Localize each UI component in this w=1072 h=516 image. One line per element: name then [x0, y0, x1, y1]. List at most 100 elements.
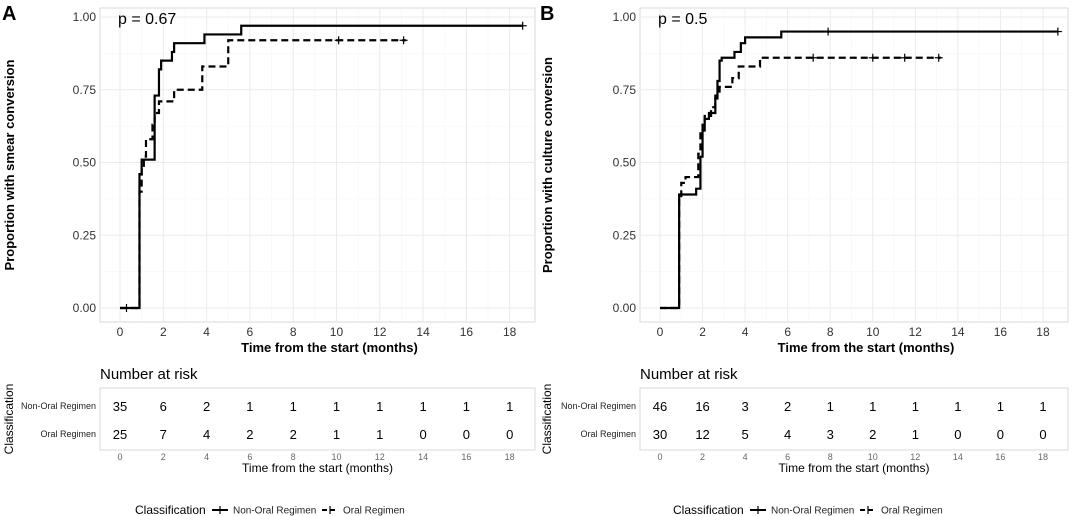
panel-a-x-tick-label: 0 — [117, 325, 124, 339]
panel-b-risk-count: 0 — [1039, 427, 1046, 442]
panel-b-risk-time-label: 16 — [995, 452, 1005, 462]
panel-b-risk-count: 1 — [997, 399, 1004, 414]
panel-b-legend-oral: Oral Regimen — [881, 506, 943, 516]
panel-a-legend-title: Classification — [135, 503, 206, 516]
panel-b-x-tick-label: 0 — [657, 325, 664, 339]
panel-b-risk-time-label: 10 — [868, 452, 878, 462]
panel-a-risk-time-label: 8 — [291, 452, 296, 462]
panel-b-p-value: p = 0.5 — [658, 11, 707, 28]
panel-a-risk-count: 2 — [290, 427, 297, 442]
panel-a-risk-count: 1 — [506, 399, 513, 414]
panel-a-risk-y-title: Classification — [2, 384, 16, 455]
panel-a-y-tick-label: 1.00 — [73, 10, 97, 24]
panel-b-risk-row-label: Oral Regimen — [580, 429, 636, 439]
panel-a-risk-count: 1 — [246, 399, 253, 414]
panel-b-legend-non-oral: Non-Oral Regimen — [771, 506, 854, 516]
panel-b-x-tick-label: 16 — [994, 325, 1008, 339]
panel-b-risk-time-label: 0 — [657, 452, 662, 462]
panel-a-risk-row-label: Non-Oral Regimen — [21, 401, 96, 411]
panel-a-risk-count: 35 — [113, 399, 127, 414]
panel-a-risk-table-area — [99, 387, 536, 451]
panel-b-risk-count: 1 — [827, 399, 834, 414]
panel-a-risk-count: 1 — [376, 427, 383, 442]
panel-a-risk-count: 1 — [333, 427, 340, 442]
panel-a-risk-count: 2 — [203, 399, 210, 414]
panel-a-y-tick-label: 0.25 — [73, 228, 97, 242]
panel-b-risk-y-title: Classification — [540, 384, 554, 455]
panel-a: A0 2 4 6 8 10 12 14 16 180.000.250.500.751.00Time… — [2, 3, 536, 516]
panel-a-risk-time-label: 14 — [418, 452, 428, 462]
panel-a-risk-count: 0 — [506, 427, 513, 442]
panel-b-risk-count: 1 — [1039, 399, 1046, 414]
panel-a-x-tick-label: 6 — [247, 325, 254, 339]
panel-a-x-tick-label: 12 — [373, 325, 387, 339]
panel-b-x-tick-label: 12 — [909, 325, 923, 339]
panel-b-x-tick-label: 4 — [742, 325, 749, 339]
panel-b-y-tick-label: 0.75 — [613, 83, 637, 97]
panel-a-risk-time-label: 16 — [461, 452, 471, 462]
panel-b-risk-count: 1 — [912, 427, 919, 442]
panel-b-risk-count: 46 — [653, 399, 667, 414]
panel-b-risk-table-area — [639, 387, 1069, 451]
panel-b-risk-count: 0 — [954, 427, 961, 442]
panel-b-risk-time-label: 18 — [1038, 452, 1048, 462]
panel-a-risk-count: 4 — [203, 427, 210, 442]
panel-b-plot-area — [639, 7, 1069, 323]
panel-a-x-tick-label: 18 — [503, 325, 517, 339]
panel-b-risk-time-label: 8 — [828, 452, 833, 462]
panel-b-x-tick-label: 14 — [951, 325, 965, 339]
panel-a-risk-time-label: 12 — [375, 452, 385, 462]
panel-a-x-tick-label: 4 — [203, 325, 210, 339]
panel-b-risk-row-label: Non-Oral Regimen — [561, 401, 636, 411]
panel-b-risk-time-label: 4 — [743, 452, 748, 462]
panel-a-label: A — [2, 3, 16, 25]
panel-b-risk-count: 1 — [869, 399, 876, 414]
panel-a-x-tick-label: 8 — [290, 325, 297, 339]
panel-a-risk-time-label: 10 — [331, 452, 341, 462]
panel-b-y-axis-title: Proportion with culture conversion — [540, 57, 555, 273]
panel-b-label: B — [540, 3, 554, 25]
panel-b-x-tick-label: 18 — [1036, 325, 1050, 339]
panel-b-risk-x-title: Time from the start (months) — [779, 461, 930, 475]
panel-b-curve-oral — [660, 56, 941, 310]
panel-a-x-axis-title: Time from the start (months) — [241, 340, 418, 355]
panel-b-risk-count: 16 — [695, 399, 709, 414]
panel-a-risk-time-label: 4 — [204, 452, 209, 462]
panel-b-x-axis-title: Time from the start (months) — [778, 340, 955, 355]
panel-a-risk-time-label: 18 — [505, 452, 515, 462]
panel-b-y-tick-label: 1.00 — [613, 10, 637, 24]
panel-a-risk-count: 7 — [160, 427, 167, 442]
panel-a-curve-oral — [120, 39, 406, 310]
panel-a-x-tick-label: 10 — [330, 325, 344, 339]
panel-a-risk-row-label: Oral Regimen — [40, 429, 96, 439]
panel-a-p-value: p = 0.67 — [118, 11, 176, 28]
panel-b-risk-count: 0 — [997, 427, 1004, 442]
panel-b-risk-time-label: 6 — [785, 452, 790, 462]
panel-a-risk-count: 25 — [113, 427, 127, 442]
panel-a-x-tick-label: 14 — [416, 325, 430, 339]
panel-b-risk-time-label: 12 — [910, 452, 920, 462]
panel-a-risk-count: 1 — [290, 399, 297, 414]
panel-b-x-tick-label: 8 — [827, 325, 834, 339]
panel-a-risk-count: 1 — [333, 399, 340, 414]
panel-a-legend-non-oral: Non-Oral Regimen — [233, 506, 316, 516]
panel-a-legend-oral: Oral Regimen — [343, 506, 405, 516]
panel-b-risk-count: 2 — [869, 427, 876, 442]
panel-b-risk-count: 5 — [741, 427, 748, 442]
panel-b-y-tick-label: 0.50 — [613, 156, 637, 170]
panel-a-risk-count: 0 — [463, 427, 470, 442]
panel-b-risk-count: 3 — [827, 427, 834, 442]
panel-b-risk-count: 4 — [784, 427, 791, 442]
panel-a-risk-count: 2 — [246, 427, 253, 442]
panel-b-y-tick-label: 0.00 — [613, 301, 637, 315]
panel-a-risk-time-label: 2 — [161, 452, 166, 462]
panel-b-risk-count: 1 — [912, 399, 919, 414]
panel-b-risk-time-label: 2 — [700, 452, 705, 462]
panel-b-legend-title: Classification — [673, 503, 744, 516]
panel-a-risk-title: Number at risk — [100, 366, 198, 383]
panel-a-x-tick-label: 2 — [160, 325, 167, 339]
panel-b-risk-count: 1 — [954, 399, 961, 414]
panel-a-y-tick-label: 0.75 — [73, 83, 97, 97]
panel-b-x-tick-label: 10 — [866, 325, 880, 339]
panel-a-risk-count: 1 — [463, 399, 470, 414]
